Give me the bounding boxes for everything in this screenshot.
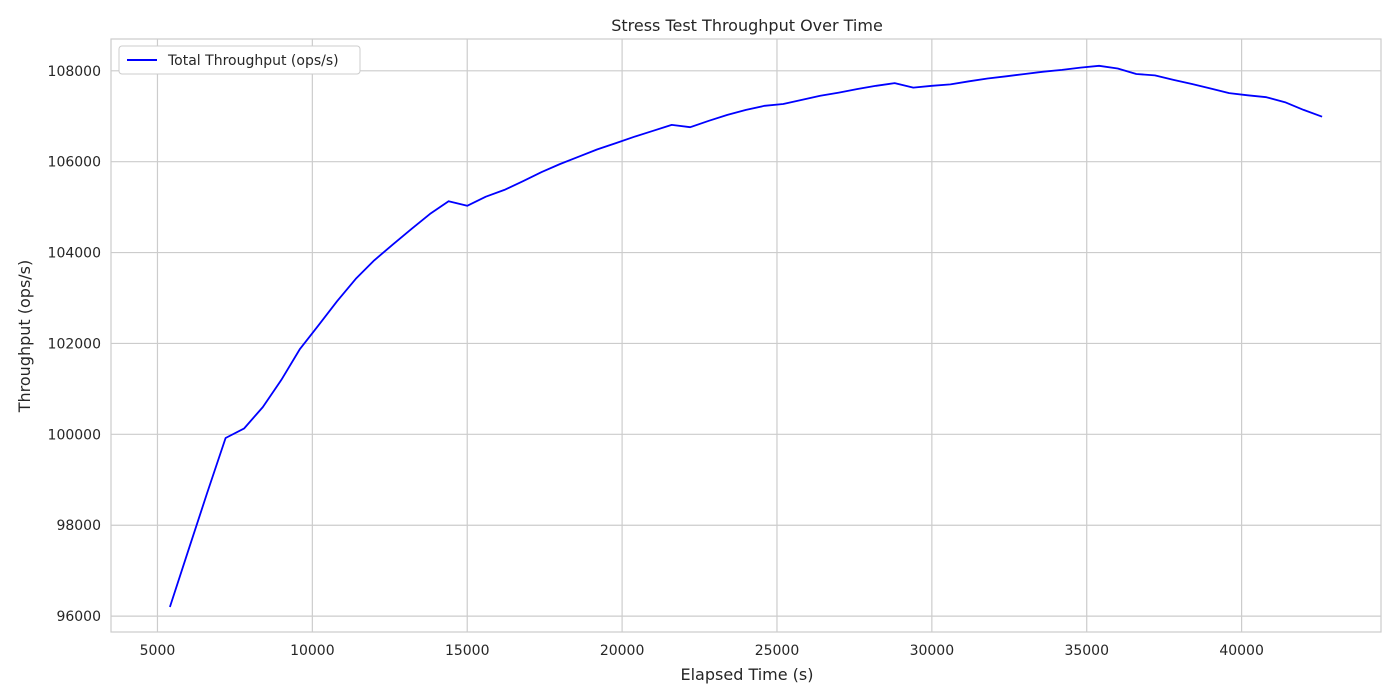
y-tick-label: 104000 <box>48 246 101 262</box>
y-tick-label: 106000 <box>48 155 101 171</box>
x-axis-label: Elapsed Time (s) <box>681 665 814 684</box>
y-tick-label: 102000 <box>48 336 101 352</box>
x-tick-label: 10000 <box>290 643 335 659</box>
y-gridlines <box>111 70 1381 617</box>
x-tick-label: 20000 <box>600 643 645 659</box>
legend-label-total-throughput: Total Throughput (ops/s) <box>167 53 339 69</box>
series-line-total-throughput <box>169 64 1323 608</box>
legend-box <box>118 45 361 75</box>
x-gridlines <box>156 39 1243 632</box>
y-tick-label: 108000 <box>48 64 101 80</box>
legend: Total Throughput (ops/s) <box>118 45 361 75</box>
x-tick-labels: 5000 10000 15000 20000 25000 30000 35000 40000 <box>140 643 1264 659</box>
x-tick-label: 5000 <box>140 643 176 659</box>
y-tick-label: 100000 <box>48 427 101 443</box>
plot-area-frame <box>110 38 1382 633</box>
x-tick-label: 25000 <box>755 643 800 659</box>
x-tick-label: 30000 <box>910 643 955 659</box>
y-axis-label: Throughput (ops/s) <box>15 260 34 414</box>
chart-title: Stress Test Throughput Over Time <box>611 16 883 35</box>
y-tick-label: 96000 <box>56 609 101 625</box>
series-layer <box>169 64 1323 608</box>
y-tick-label: 98000 <box>56 518 101 534</box>
y-tick-labels: 96000 98000 100000 102000 104000 106000 108000 <box>48 64 101 625</box>
x-tick-label: 15000 <box>445 643 490 659</box>
x-tick-label: 40000 <box>1219 643 1264 659</box>
x-tick-label: 35000 <box>1064 643 1109 659</box>
